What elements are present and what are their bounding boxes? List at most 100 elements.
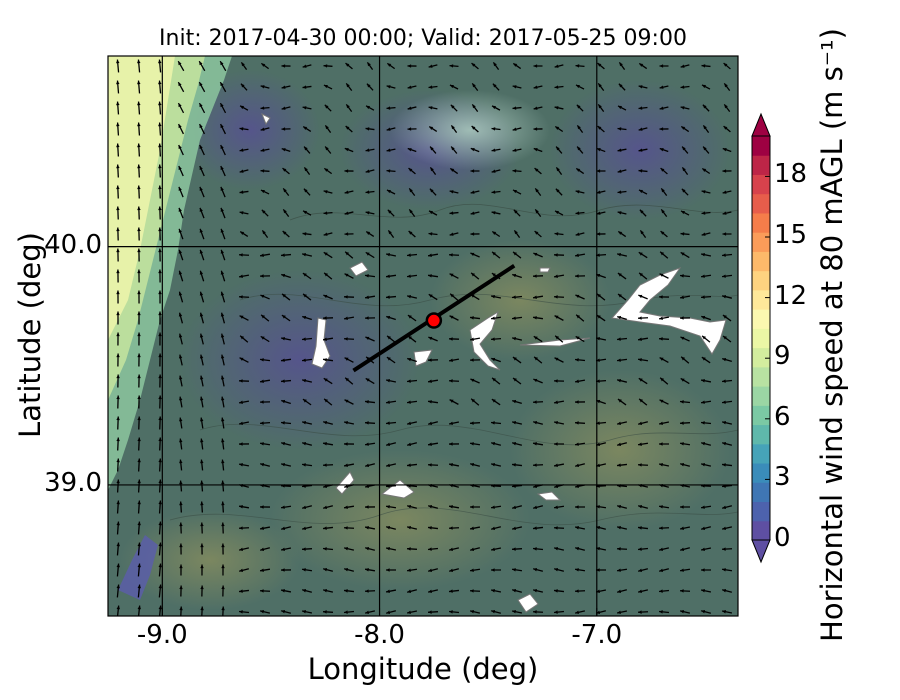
wind-arrow: [616, 568, 628, 572]
wind-arrow: [492, 83, 500, 91]
wind-arrow: [260, 314, 270, 322]
wind-arrow: [386, 335, 396, 343]
wind-arrow: [200, 585, 204, 597]
wind-arrow: [616, 547, 628, 551]
wind-arrow: [116, 458, 120, 472]
axis-tick-marks: [108, 246, 598, 616]
wind-arrow: [449, 315, 459, 321]
wind-arrow: [324, 124, 332, 134]
wind-arrow: [178, 165, 184, 177]
wind-arrow: [471, 103, 479, 113]
wind-arrow: [511, 505, 523, 510]
wind-arrow: [618, 83, 626, 91]
wind-arrow: [512, 127, 522, 131]
wind-arrow: [116, 311, 120, 325]
wind-arrow: [259, 589, 271, 593]
wind-arrow: [723, 125, 731, 133]
wind-arrow: [199, 354, 204, 366]
wind-arrow: [491, 398, 501, 406]
wind-arrow: [491, 357, 501, 363]
wind-arrow: [220, 186, 226, 198]
wind-arrow: [574, 421, 586, 425]
wind-arrow: [199, 396, 204, 408]
colorbar-segment: [752, 366, 770, 387]
wind-arrow: [199, 270, 205, 282]
wind-arrow: [449, 273, 459, 279]
wind-arrow: [343, 337, 355, 341]
terrain-shading: [510, 370, 730, 530]
wind-arrow: [448, 547, 460, 552]
wind-arrow: [680, 547, 690, 552]
wind-arrow: [701, 526, 711, 531]
colorbar-segment: [752, 309, 770, 329]
wind-arrow: [448, 337, 460, 341]
wind-arrow: [221, 480, 225, 492]
wind-arrow: [575, 84, 585, 90]
wind-arrow: [448, 253, 460, 257]
wind-arrow: [158, 311, 162, 325]
wind-arrow: [386, 85, 396, 89]
wind-arrow: [679, 316, 691, 320]
wind-arrow: [281, 64, 291, 68]
wind-arrow: [137, 248, 141, 262]
wind-arrow: [221, 543, 225, 555]
wind-arrow: [259, 526, 271, 530]
wind-arrow: [302, 232, 312, 236]
wind-arrow: [637, 589, 649, 594]
wind-arrow: [280, 462, 292, 467]
colorbar-label-text: Horizontal wind speed at 80 mAGL: [815, 139, 849, 642]
wind-arrow: [532, 610, 544, 614]
wind-arrow: [532, 567, 544, 572]
wind-arrow: [680, 232, 690, 236]
wind-arrow: [239, 211, 249, 215]
wind-arrow: [239, 127, 249, 131]
high-wind-area: [390, 90, 550, 170]
wind-arrow: [366, 83, 374, 91]
wind-arrow: [200, 543, 204, 555]
wind-arrow: [491, 377, 501, 385]
wind-arrow: [490, 337, 502, 341]
wind-arrow: [679, 526, 691, 530]
wind-arrow: [492, 61, 500, 71]
wind-arrow: [700, 589, 712, 593]
wind-arrow: [322, 547, 334, 551]
wind-arrow: [721, 294, 733, 299]
wind-arrow: [158, 143, 162, 157]
wind-arrow: [532, 588, 544, 593]
wind-arrow: [221, 522, 225, 534]
wind-arrow: [343, 421, 355, 425]
wind-arrow: [281, 147, 291, 153]
wind-arrow: [638, 377, 648, 385]
wind-arrow: [681, 166, 689, 176]
wind-arrow: [345, 103, 353, 113]
wind-arrow: [533, 420, 543, 425]
wind-arrow: [179, 438, 183, 450]
wind-arrow: [679, 609, 691, 614]
wind-arrow: [158, 227, 162, 241]
wind-arrow: [575, 232, 585, 236]
wind-arrow: [344, 232, 354, 236]
wind-arrow: [701, 167, 711, 175]
wind-arrow: [364, 274, 376, 278]
wind-arrow: [158, 185, 162, 199]
wind-arrow: [280, 505, 292, 509]
wind-arrow: [721, 420, 733, 425]
wind-arrow: [597, 125, 605, 133]
wind-arrow: [323, 420, 333, 425]
wind-arrow: [137, 353, 141, 367]
wind-arrow: [281, 127, 291, 131]
wind-arrow: [240, 83, 248, 91]
wind-arrow: [322, 567, 334, 572]
wind-arrow: [238, 274, 250, 278]
wind-arrow: [365, 190, 375, 194]
wind-arrow: [721, 463, 733, 467]
wind-arrow: [239, 169, 249, 173]
wind-arrow: [532, 505, 544, 510]
wind-arrow: [617, 105, 627, 111]
wind-arrow: [448, 379, 460, 383]
wind-arrow: [639, 209, 647, 217]
wind-arrow: [116, 227, 120, 241]
wind-arrow: [323, 84, 333, 90]
wind-arrow: [575, 211, 585, 215]
wind-arrow: [616, 463, 628, 467]
